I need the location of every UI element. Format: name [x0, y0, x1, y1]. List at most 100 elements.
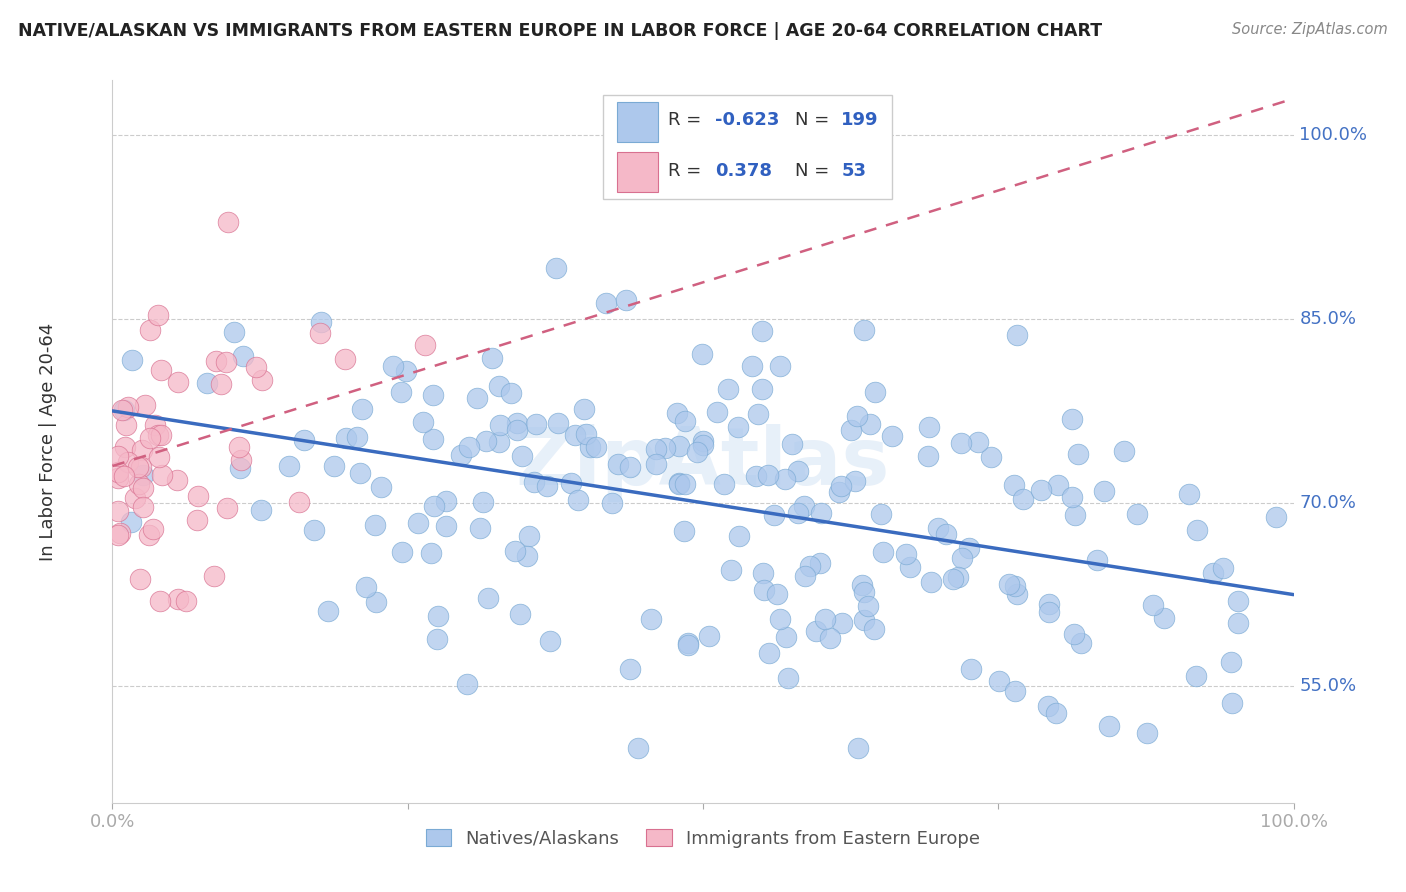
Point [1045, 706, 1067, 720]
Text: 53: 53 [841, 161, 866, 179]
Point [456, 676, 478, 690]
Text: -0.623: -0.623 [714, 112, 779, 129]
Point [292, 434, 315, 448]
Point [149, 428, 172, 442]
Point [277, 458, 299, 473]
Point [108, 526, 131, 541]
Point [917, 450, 939, 464]
Point [229, 460, 252, 475]
Point [751, 324, 773, 338]
Point [346, 430, 368, 444]
Text: In Labor Force | Age 20-64: In Labor Force | Age 20-64 [38, 322, 56, 561]
Point [741, 359, 763, 374]
Point [967, 434, 990, 449]
Point [222, 325, 245, 339]
Point [1036, 699, 1059, 714]
Point [134, 399, 156, 413]
Point [468, 521, 491, 535]
Point [488, 378, 510, 392]
Point [851, 578, 873, 592]
Point [121, 353, 143, 368]
Point [457, 440, 479, 454]
Point [394, 364, 416, 378]
Point [853, 613, 876, 627]
Point [148, 450, 170, 464]
Point [668, 475, 690, 490]
Point [1185, 669, 1208, 683]
Point [131, 468, 153, 483]
Point [839, 423, 862, 437]
Point [831, 615, 853, 630]
Point [1047, 478, 1070, 492]
Point [475, 434, 498, 448]
Point [209, 377, 232, 392]
Point [619, 662, 641, 676]
Point [1060, 491, 1083, 505]
Point [166, 591, 188, 606]
Legend: Natives/Alaskans, Immigrants from Eastern Europe: Natives/Alaskans, Immigrants from Easter… [419, 822, 987, 855]
Point [752, 566, 775, 580]
Point [600, 496, 623, 510]
Point [115, 417, 138, 432]
Point [935, 526, 957, 541]
Point [107, 527, 129, 541]
Point [187, 489, 209, 503]
Point [808, 556, 831, 570]
Point [863, 622, 886, 636]
Point [391, 545, 413, 559]
Point [364, 518, 387, 533]
Point [998, 576, 1021, 591]
Point [765, 587, 787, 601]
Point [205, 353, 228, 368]
Text: 0.378: 0.378 [714, 161, 772, 179]
Point [1004, 579, 1026, 593]
Point [1202, 566, 1225, 581]
Point [846, 409, 869, 423]
Point [1005, 587, 1028, 601]
Point [728, 529, 751, 543]
Point [717, 382, 740, 396]
Point [434, 518, 457, 533]
Point [1187, 523, 1209, 537]
Point [1012, 491, 1035, 506]
Point [769, 359, 792, 373]
Point [1085, 553, 1108, 567]
Point [316, 604, 339, 618]
Point [787, 506, 810, 520]
Point [245, 359, 267, 374]
Point [228, 440, 250, 454]
Point [692, 437, 714, 451]
Point [1031, 483, 1053, 497]
Point [827, 485, 849, 500]
Point [852, 585, 875, 599]
Point [1067, 447, 1090, 461]
Point [1038, 605, 1060, 619]
Point [942, 572, 965, 586]
Point [217, 214, 239, 228]
Point [422, 500, 444, 514]
Point [882, 429, 904, 443]
Point [364, 595, 387, 609]
Point [128, 572, 150, 586]
Point [1227, 594, 1250, 608]
Text: N =: N = [796, 112, 835, 129]
Point [645, 457, 668, 471]
Point [1004, 684, 1026, 698]
Text: R =: R = [668, 112, 707, 129]
Point [769, 612, 792, 626]
Point [1038, 597, 1060, 611]
Point [706, 405, 728, 419]
Point [422, 432, 444, 446]
Point [949, 436, 972, 450]
Point [426, 632, 449, 646]
Point [727, 420, 749, 434]
Point [627, 740, 650, 755]
Point [920, 575, 942, 590]
Point [107, 504, 129, 518]
Point [950, 551, 973, 566]
Point [776, 671, 799, 685]
Point [503, 543, 526, 558]
Point [350, 401, 373, 416]
Point [676, 638, 699, 652]
Point [120, 515, 142, 529]
